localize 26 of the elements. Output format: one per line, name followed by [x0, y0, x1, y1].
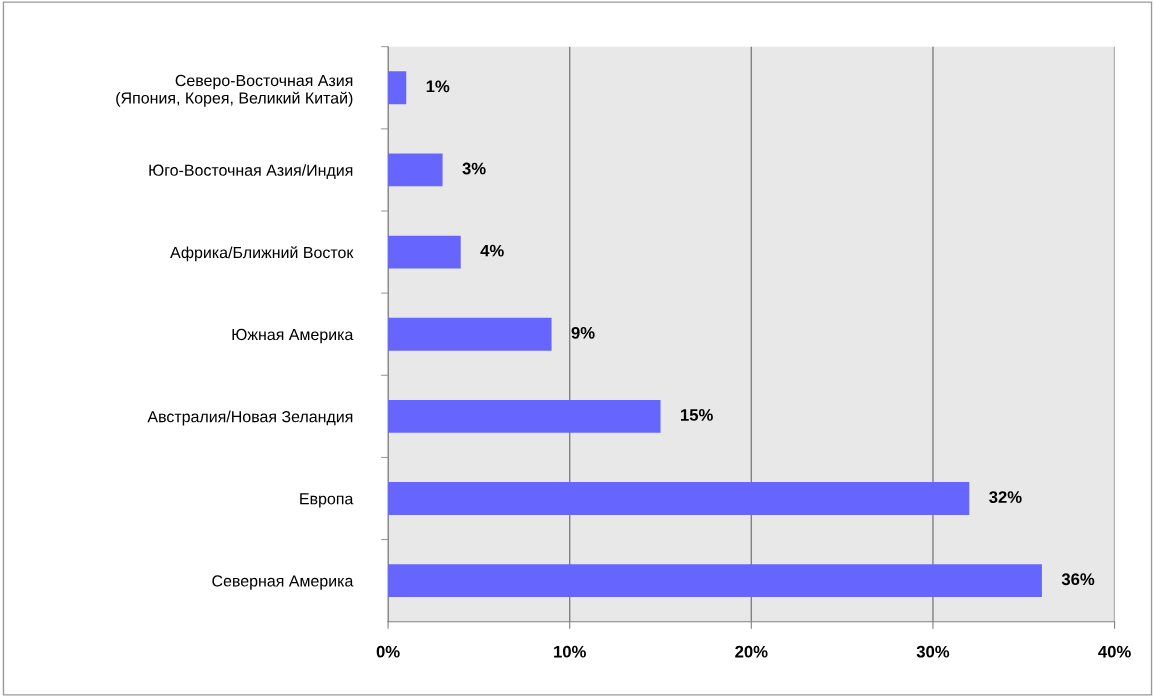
x-tick-label: 10%	[554, 645, 586, 658]
y-tick-label: Европа	[300, 493, 354, 508]
x-tick-label: 40%	[1098, 645, 1131, 658]
bar	[388, 564, 1042, 598]
x-tick-label: 30%	[916, 645, 950, 658]
data-label: 9%	[571, 326, 595, 339]
data-label: 32%	[989, 491, 1022, 503]
bar	[388, 153, 443, 187]
bar	[388, 235, 461, 269]
x-tick-label: 0%	[376, 645, 400, 658]
data-label: 1%	[426, 80, 450, 93]
y-tick-label: Южная Америка	[232, 328, 354, 344]
bar	[388, 71, 407, 105]
y-tick-label: Африка/Ближний Восток	[170, 246, 354, 262]
y-tick-label: Северная Америка	[212, 575, 354, 590]
data-label: 15%	[681, 409, 713, 421]
y-tick-label: Юго-Восточная Азия/Индия	[149, 164, 353, 179]
bar	[388, 317, 552, 351]
data-label: 4%	[480, 244, 504, 257]
y-tick-label: Северо-Восточная Азия (Япония, Корея, Великий Китай)	[116, 74, 353, 107]
data-label: 36%	[1061, 573, 1095, 586]
bar	[388, 399, 661, 433]
y-tick-label: Австралия/Новая Зеландия	[147, 410, 353, 426]
bar	[388, 482, 970, 515]
x-tick-label: 20%	[735, 645, 768, 658]
data-label: 3%	[462, 162, 486, 175]
